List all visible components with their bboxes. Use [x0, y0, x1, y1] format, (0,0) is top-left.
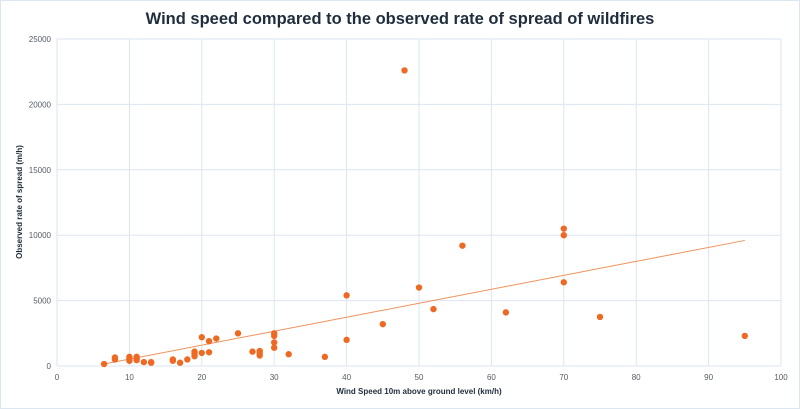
data-point [198, 334, 205, 341]
data-points [100, 67, 748, 368]
data-point [147, 358, 155, 366]
y-tick-label: 10000 [29, 231, 52, 240]
data-point [191, 348, 198, 355]
y-tick-label: 20000 [29, 100, 52, 109]
data-point [256, 347, 263, 355]
data-point [271, 330, 278, 337]
data-point [285, 351, 292, 358]
x-tick-label: 50 [415, 373, 424, 382]
data-point [415, 284, 423, 291]
data-point [184, 356, 191, 363]
y-tick-label: 5000 [33, 297, 51, 306]
data-point [133, 353, 140, 361]
gridlines [56, 38, 782, 367]
x-tick-label: 30 [270, 373, 279, 382]
data-point [234, 330, 242, 337]
data-point [271, 344, 278, 351]
y-tick-label: 15000 [29, 166, 52, 175]
data-point [198, 349, 205, 357]
data-point [140, 358, 148, 366]
data-point [249, 348, 256, 355]
data-point [343, 292, 350, 299]
data-point [321, 353, 329, 361]
data-point [213, 335, 220, 342]
y-axis-ticks: 0 5000 10000 15000 20000 25000 [29, 35, 52, 371]
x-axis-ticks: 0 10 20 30 40 50 60 70 80 90 100 [55, 373, 788, 382]
data-point [100, 360, 108, 368]
trendline [103, 239, 745, 365]
y-axis-label: Observed rate of spread (m/h) [15, 145, 24, 259]
y-tick-label: 0 [47, 362, 52, 371]
data-point [741, 332, 748, 340]
chart-title: Wind speed compared to the observed rate… [145, 10, 655, 28]
trendline-group [103, 239, 745, 365]
x-tick-label: 90 [704, 373, 713, 382]
data-point [126, 353, 133, 361]
data-point [560, 232, 567, 239]
data-point [379, 320, 386, 328]
x-tick-label: 100 [774, 373, 788, 382]
data-point [205, 337, 213, 345]
data-point [560, 225, 567, 232]
y-tick-label: 25000 [29, 35, 52, 44]
x-tick-label: 20 [197, 373, 206, 382]
data-point [271, 339, 278, 346]
x-tick-label: 60 [487, 373, 496, 382]
data-point [111, 354, 119, 361]
x-tick-label: 10 [125, 373, 134, 382]
data-point [502, 309, 510, 316]
data-point [459, 242, 466, 249]
x-axis-label: Wind Speed 10m above ground level (km/h) [336, 387, 502, 396]
x-tick-label: 70 [559, 373, 568, 382]
data-point [401, 67, 408, 74]
data-point [343, 336, 350, 344]
data-point [205, 349, 213, 356]
data-point [430, 305, 437, 313]
data-point [176, 359, 184, 366]
data-point [169, 356, 177, 363]
x-tick-label: 40 [342, 373, 351, 382]
x-tick-label: 80 [632, 373, 641, 382]
x-tick-label: 0 [55, 373, 60, 382]
data-point [596, 313, 604, 321]
data-point [560, 279, 567, 286]
